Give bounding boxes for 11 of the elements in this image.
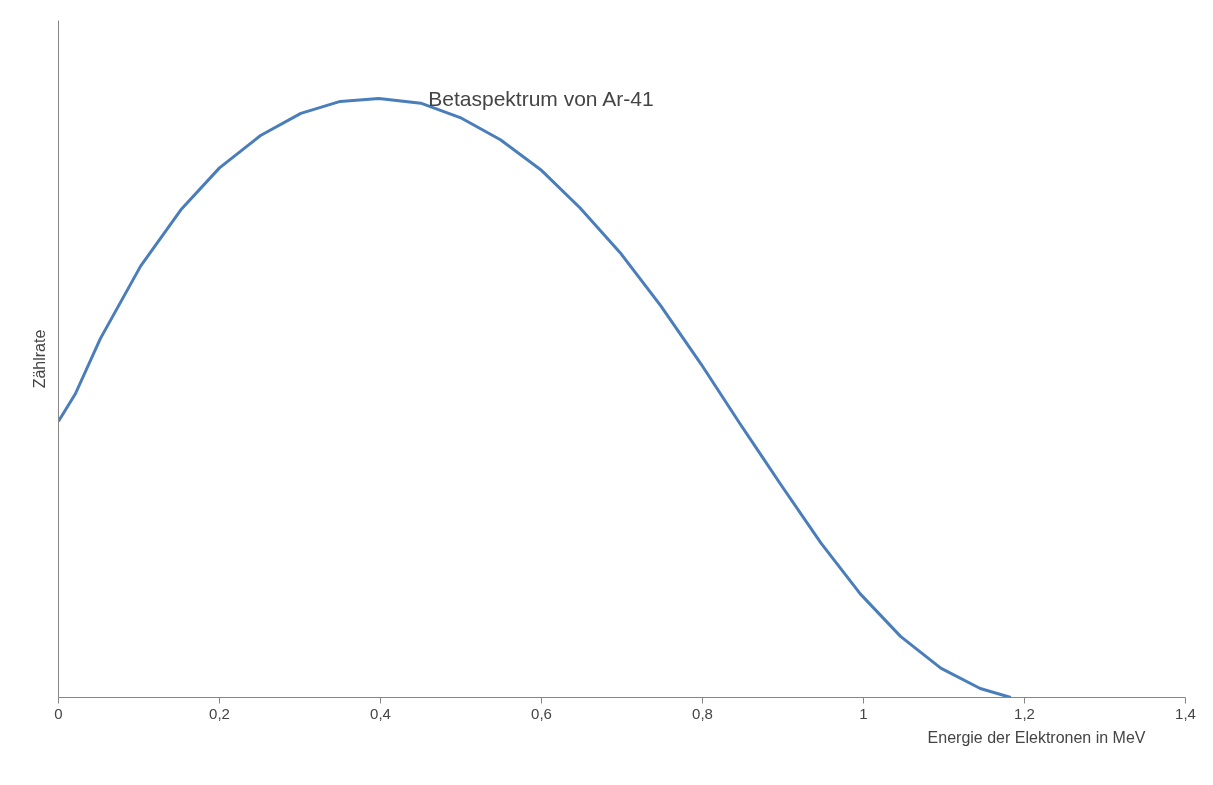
x-tick-label: 0,2 [209, 704, 230, 722]
x-tick-label: 0,6 [531, 704, 552, 722]
x-tick-label: 1,4 [1175, 704, 1196, 722]
y-axis-title: Zählrate [30, 329, 48, 389]
x-tick-label: 0,4 [370, 704, 391, 722]
x-tick-label: 1,2 [1014, 704, 1035, 722]
chart-title: Betaspektrum von Ar-41 [428, 86, 654, 110]
x-tick-label: 0,8 [692, 704, 713, 722]
x-tick-label: 0 [54, 704, 63, 722]
x-axis-title: Energie der Elektronen in MeV [927, 728, 1146, 746]
x-tick-label: 1 [859, 704, 868, 722]
